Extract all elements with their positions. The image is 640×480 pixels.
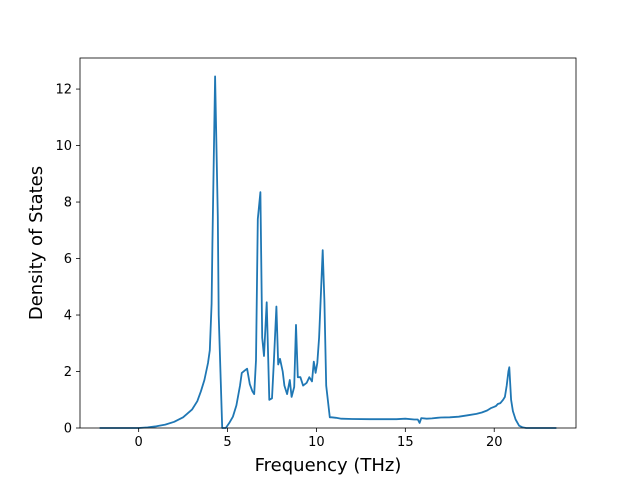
y-tick-label: 4 bbox=[64, 309, 72, 324]
axis-ticks: 0 5 10 15 20 0 2 4 6 8 10 12 bbox=[55, 83, 502, 450]
y-tick-label: 10 bbox=[55, 139, 72, 154]
x-tick-label: 10 bbox=[308, 435, 325, 450]
plot-area bbox=[99, 75, 557, 429]
x-tick-label: 0 bbox=[135, 435, 143, 450]
y-tick-label: 12 bbox=[55, 83, 72, 98]
x-axis-label: Frequency (THz) bbox=[255, 455, 402, 476]
x-tick-label: 20 bbox=[486, 435, 503, 450]
y-tick-label: 2 bbox=[64, 365, 72, 380]
axes-frame bbox=[79, 57, 577, 429]
x-tick-label: 15 bbox=[397, 435, 414, 450]
dos-series-line-0 bbox=[99, 75, 557, 429]
y-tick-label: 6 bbox=[64, 252, 72, 267]
x-tick-label: 5 bbox=[223, 435, 231, 450]
y-axis-label: Density of States bbox=[26, 166, 47, 320]
y-tick-label: 8 bbox=[64, 196, 72, 211]
y-tick-label: 0 bbox=[64, 422, 72, 437]
